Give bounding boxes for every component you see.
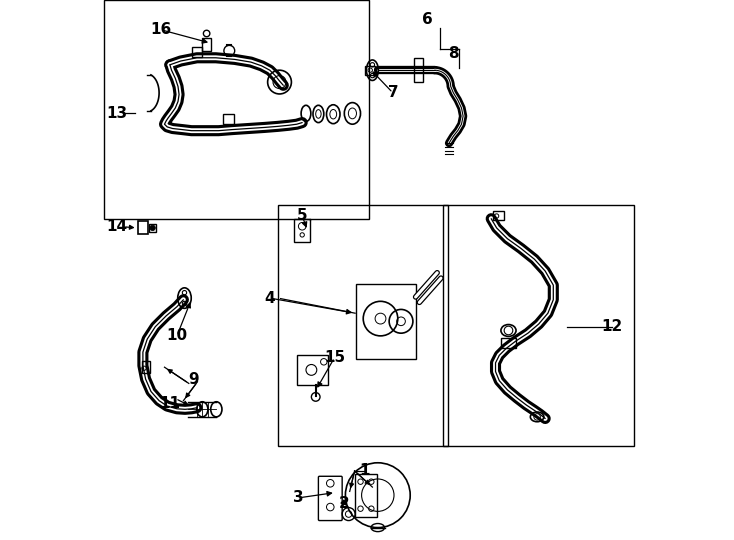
Text: 8: 8: [448, 46, 459, 62]
Bar: [192, 47, 203, 57]
Bar: [414, 58, 423, 82]
Text: 15: 15: [324, 350, 345, 365]
Text: 5: 5: [297, 208, 308, 224]
Bar: [366, 66, 375, 75]
Bar: [355, 474, 377, 517]
Text: 14: 14: [106, 219, 128, 234]
Text: 16: 16: [150, 22, 171, 37]
Text: 11: 11: [159, 396, 181, 411]
Text: 6: 6: [422, 12, 433, 28]
Text: 10: 10: [167, 328, 187, 343]
Text: 9: 9: [188, 372, 198, 387]
Bar: [137, 221, 148, 234]
Bar: [203, 38, 211, 51]
Bar: [501, 338, 516, 348]
Bar: [223, 114, 233, 124]
Bar: [150, 224, 156, 232]
Text: 1: 1: [359, 463, 369, 478]
Bar: [443, 205, 634, 446]
Text: 13: 13: [106, 106, 128, 121]
Bar: [142, 361, 150, 373]
Bar: [356, 284, 415, 359]
Circle shape: [150, 225, 156, 231]
Text: 2: 2: [339, 496, 349, 511]
Text: 7: 7: [388, 85, 399, 100]
Text: 12: 12: [601, 319, 622, 334]
Bar: [297, 355, 328, 385]
Bar: [278, 205, 448, 446]
Text: 3: 3: [293, 490, 304, 505]
Bar: [104, 0, 368, 219]
Bar: [493, 211, 504, 220]
Text: 4: 4: [264, 291, 275, 306]
Bar: [294, 219, 310, 242]
